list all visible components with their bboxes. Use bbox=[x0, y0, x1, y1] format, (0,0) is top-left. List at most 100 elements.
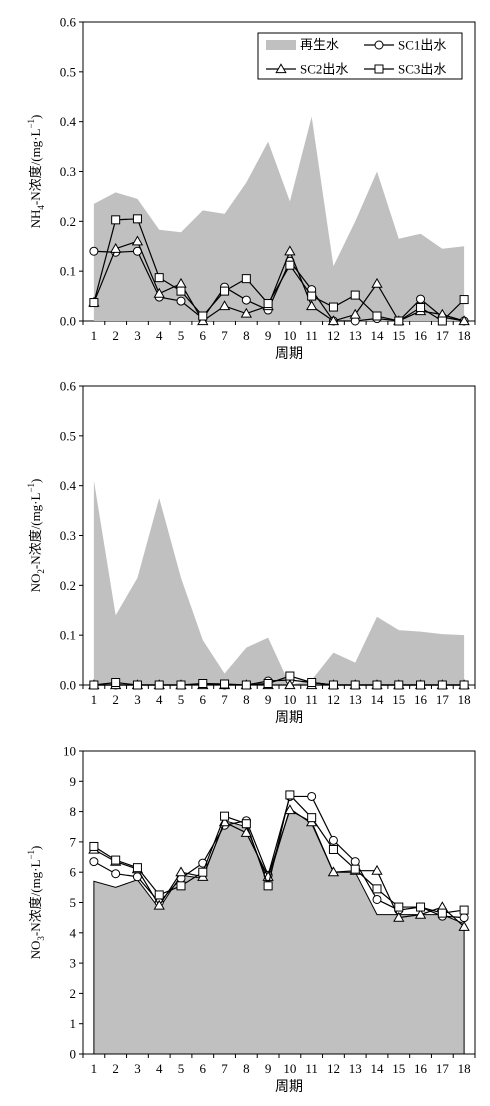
data-point bbox=[154, 890, 164, 900]
data-point bbox=[176, 286, 186, 296]
x-tick-label: 12 bbox=[327, 692, 340, 707]
x-tick-label: 4 bbox=[156, 1061, 163, 1076]
data-point bbox=[241, 274, 251, 284]
data-point bbox=[241, 680, 251, 690]
legend-marker bbox=[374, 40, 384, 50]
y-tick-label: 0.2 bbox=[60, 214, 76, 229]
data-point bbox=[350, 290, 360, 300]
x-tick-label: 2 bbox=[112, 692, 119, 707]
data-point bbox=[110, 242, 122, 253]
y-tick-label: 0.3 bbox=[60, 164, 76, 179]
x-tick-label: 13 bbox=[349, 692, 362, 707]
data-point bbox=[111, 855, 121, 865]
x-tick-label: 14 bbox=[371, 328, 385, 343]
x-tick-label: 18 bbox=[458, 328, 471, 343]
x-tick-label: 15 bbox=[392, 1061, 405, 1076]
data-point bbox=[220, 286, 230, 296]
data-point bbox=[176, 296, 186, 306]
data-point bbox=[350, 857, 360, 867]
x-tick-label: 8 bbox=[243, 692, 250, 707]
x-tick-label: 15 bbox=[392, 692, 405, 707]
x-tick-label: 18 bbox=[458, 1061, 471, 1076]
data-point bbox=[327, 315, 340, 326]
y-axis-title: NO3-N浓度/(mg·L−1) bbox=[26, 846, 46, 960]
data-point bbox=[371, 277, 383, 288]
data-point bbox=[327, 866, 340, 877]
data-point bbox=[89, 841, 99, 851]
series-SC3出水 bbox=[89, 214, 469, 326]
series-line bbox=[93, 809, 465, 928]
x-tick-label: 1 bbox=[91, 692, 98, 707]
x-axis-title: 周期 bbox=[275, 710, 303, 726]
x-tick-label: 5 bbox=[178, 692, 185, 707]
data-point bbox=[328, 302, 338, 312]
x-tick-label: 11 bbox=[305, 328, 318, 343]
data-point bbox=[153, 287, 165, 298]
data-point bbox=[416, 294, 426, 304]
x-tick-label: 4 bbox=[156, 692, 163, 707]
x-tick-label: 17 bbox=[436, 1061, 450, 1076]
data-point bbox=[263, 679, 273, 689]
y-tick-label: 9 bbox=[70, 774, 77, 789]
data-point bbox=[175, 866, 187, 877]
x-tick-label: 3 bbox=[134, 328, 141, 343]
y-tick-label: 0.1 bbox=[60, 264, 76, 279]
data-point bbox=[306, 300, 318, 311]
x-tick-label: 16 bbox=[414, 692, 428, 707]
x-tick-label: 10 bbox=[283, 692, 296, 707]
data-point bbox=[328, 835, 338, 845]
x-tick-label: 8 bbox=[243, 1061, 250, 1076]
chart-1: 0.00.10.20.30.40.50.61 2 3 4 5 6 7 8 9 10 11 12 13 14… bbox=[26, 15, 476, 362]
data-point bbox=[111, 215, 121, 225]
data-point bbox=[198, 679, 208, 689]
x-tick-label: 6 bbox=[200, 328, 207, 343]
y-tick-label: 2 bbox=[70, 986, 77, 1001]
x-tick-label: 4 bbox=[156, 328, 163, 343]
data-point bbox=[458, 315, 470, 326]
x-tick-label: 14 bbox=[371, 1061, 385, 1076]
data-point bbox=[371, 864, 383, 875]
y-tick-label: 0.5 bbox=[60, 428, 76, 443]
series-SC3出水 bbox=[89, 671, 469, 690]
x-tick-label: 13 bbox=[349, 1061, 362, 1076]
area-reclaimed-water bbox=[93, 480, 465, 685]
data-point bbox=[372, 680, 382, 690]
data-point bbox=[414, 908, 427, 919]
data-point bbox=[307, 791, 317, 801]
data-point bbox=[328, 680, 338, 690]
data-point bbox=[132, 214, 142, 224]
x-tick-label: 13 bbox=[349, 328, 362, 343]
data-point bbox=[241, 819, 251, 829]
data-point bbox=[154, 680, 164, 690]
y-axis-title: NH4-N浓度/(mg·L−1) bbox=[26, 115, 46, 229]
data-point bbox=[285, 260, 295, 270]
data-point bbox=[111, 869, 121, 879]
data-point bbox=[89, 857, 99, 867]
x-tick-label: 15 bbox=[392, 328, 405, 343]
x-tick-label: 5 bbox=[178, 328, 185, 343]
legend-label: SC2出水 bbox=[300, 62, 348, 77]
y-tick-label: 0.6 bbox=[60, 379, 77, 394]
legend-label: SC3出水 bbox=[398, 62, 446, 77]
data-point bbox=[416, 680, 426, 690]
x-tick-label: 2 bbox=[112, 328, 119, 343]
data-point bbox=[284, 804, 296, 815]
data-point bbox=[154, 273, 164, 283]
x-tick-label: 17 bbox=[436, 328, 450, 343]
data-point bbox=[111, 678, 121, 688]
x-tick-label: 7 bbox=[221, 692, 228, 707]
data-point bbox=[307, 813, 317, 823]
data-point bbox=[176, 881, 186, 891]
y-tick-label: 0.3 bbox=[60, 528, 76, 543]
data-point bbox=[263, 299, 273, 309]
y-tick-label: 1 bbox=[70, 1016, 77, 1031]
x-tick-label: 11 bbox=[305, 692, 318, 707]
y-tick-label: 6 bbox=[70, 865, 77, 880]
y-tick-label: 0.1 bbox=[60, 628, 76, 643]
legend-swatch-area bbox=[266, 40, 296, 50]
data-point bbox=[263, 881, 273, 891]
area-reclaimed-water bbox=[93, 807, 465, 1055]
x-tick-label: 11 bbox=[305, 1061, 318, 1076]
y-tick-label: 0.5 bbox=[60, 64, 76, 79]
